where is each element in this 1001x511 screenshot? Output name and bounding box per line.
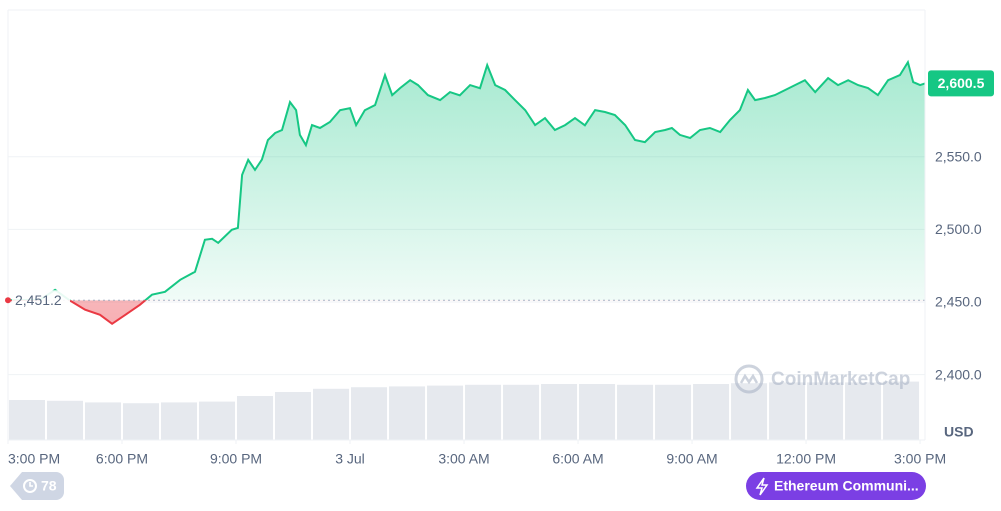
x-tick-label: 3 Jul [335, 451, 365, 467]
community-badge[interactable]: Ethereum Communi... [746, 472, 926, 500]
x-tick-label: 3:00 PM [894, 451, 946, 467]
y-tick-label: 2,400.0 [935, 366, 982, 382]
reference-dot [5, 297, 11, 304]
y-tick-label: 2,500.0 [935, 221, 982, 237]
x-tick-label: 3:00 PM [8, 451, 60, 467]
volume-bar [47, 400, 84, 440]
current-price-label: 2,600.5 [938, 75, 985, 91]
volume-bar [579, 384, 616, 440]
x-tick-label: 9:00 PM [210, 451, 262, 467]
y-tick-label: 2,450.0 [935, 294, 982, 310]
volume-bar [693, 384, 730, 440]
volume-bar [313, 388, 350, 440]
watermark-text: CoinMarketCap [771, 369, 910, 390]
unit-label: USD [944, 424, 974, 440]
x-tick-label: 12:00 PM [776, 451, 836, 467]
volume-bar [807, 382, 844, 440]
history-count: 78 [41, 478, 57, 494]
community-badge-text: Ethereum Communi... [774, 478, 919, 494]
watermark: CoinMarketCap [734, 364, 910, 394]
watermark-logo-mark [739, 373, 759, 385]
volume-bar [769, 382, 806, 440]
history-icon [23, 479, 37, 493]
frame [7, 9, 925, 440]
watermark-logo [734, 364, 764, 394]
history-icon-hands [29, 482, 33, 487]
volume-bar [389, 386, 426, 440]
volume-bar [85, 402, 122, 440]
volume-bar [541, 384, 578, 440]
volume-bar [161, 402, 198, 440]
volume-bar [617, 384, 654, 440]
volume-bar [123, 403, 160, 440]
volume-bar [655, 384, 692, 440]
lightning-icon [755, 477, 769, 496]
volume-bar [503, 384, 540, 440]
price-line-up [7, 59, 926, 301]
y-tick-label: 2,550.0 [935, 148, 982, 164]
volume-bar [9, 400, 46, 440]
x-tick-label: 6:00 PM [96, 451, 148, 467]
reference-label: 2,451.2 [15, 292, 62, 308]
volume-bar [275, 392, 312, 440]
area-up [8, 62, 925, 301]
x-tick-label: 9:00 AM [666, 451, 717, 467]
volume-bar [199, 401, 236, 440]
current-price-badge [928, 70, 994, 97]
community-badge-bg [746, 472, 926, 500]
volume-bar [845, 382, 882, 440]
x-tick-label: 3:00 AM [438, 451, 489, 467]
volume-bar [465, 384, 502, 440]
x-tick-label: 6:00 AM [552, 451, 603, 467]
volume-bar [237, 396, 274, 440]
history-badge[interactable]: 78 [10, 472, 64, 500]
reference-label-bg [12, 290, 70, 311]
volume-bar [427, 385, 464, 440]
plot: 2,400.0 2,450.0 2,500.0 2,550.0 3:00 PM 6:00 … [5, 10, 994, 467]
volume-bar [883, 381, 920, 440]
volume-bar [351, 387, 388, 440]
area-down [8, 300, 925, 324]
